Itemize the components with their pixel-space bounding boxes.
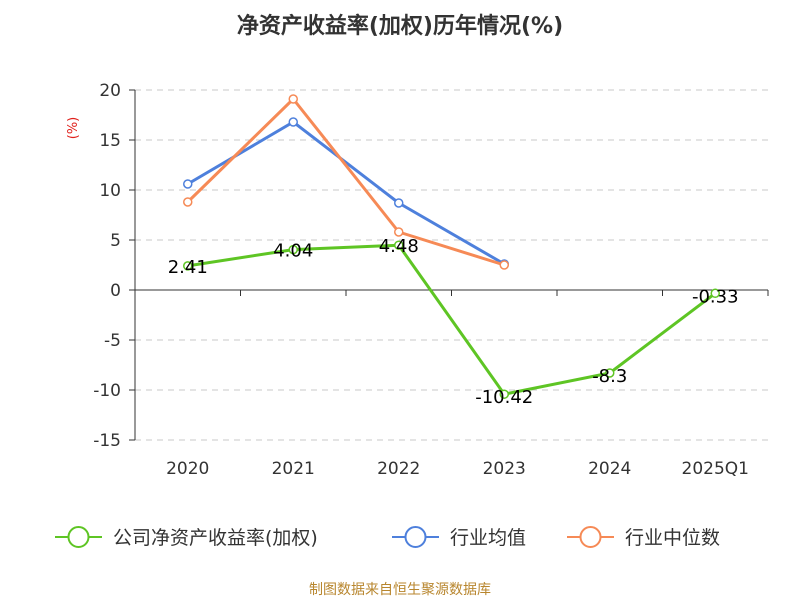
x-tick-label: 2023 (483, 459, 526, 479)
x-tick-label: 2021 (272, 459, 315, 479)
data-point (288, 94, 298, 104)
data-point (394, 227, 404, 237)
gridlines (135, 89, 768, 441)
chart-title: 净资产收益率(加权)历年情况(%) (237, 13, 563, 39)
axes: 20 15 10 5 0 -5 -10 -15 2020 2021 2022 2023 2024 2025… (93, 81, 769, 479)
y-tick-label: 15 (99, 131, 121, 151)
data-point (710, 288, 720, 299)
y-axis-label: (%) (66, 117, 81, 140)
legend-swatch-marker (67, 526, 90, 548)
legend-label: 公司净资产收益率(加权) (113, 527, 318, 549)
series-lines (183, 94, 720, 399)
data-label: -8.3 (592, 366, 627, 387)
data-point (288, 244, 298, 255)
data-point (605, 368, 615, 378)
series-line (187, 243, 717, 396)
data-point (288, 117, 298, 127)
x-tick-label: 2022 (377, 459, 420, 479)
data-label: 4.48 (379, 236, 419, 257)
data-point (499, 260, 509, 270)
y-tick-label: -5 (104, 331, 121, 351)
data-label: -10.42 (475, 387, 533, 408)
y-tick-label: -10 (93, 381, 121, 401)
x-tick-label: 2024 (588, 459, 631, 479)
y-tick-label: 0 (110, 281, 121, 301)
data-point (394, 198, 404, 208)
data-label: 2.41 (168, 257, 208, 278)
data-label: 4.04 (273, 241, 313, 262)
data-point (183, 197, 193, 207)
data-label: -0.33 (692, 286, 739, 307)
y-tick-label: 10 (99, 181, 121, 201)
footer-source: 制图数据来自恒生聚源数据库 (309, 582, 491, 598)
data-point (394, 240, 404, 250)
y-tick-label: 20 (99, 81, 121, 101)
data-point (183, 179, 193, 189)
data-labels: 2.41 4.04 4.48 -10.42 -8.3 -0.33 (168, 236, 739, 408)
series-line (186, 120, 506, 266)
series-line (186, 97, 505, 267)
y-tick-label: -15 (93, 431, 121, 451)
x-tick-label: 2020 (166, 459, 209, 479)
y-tick-label: 5 (110, 231, 121, 251)
data-point (183, 261, 193, 271)
legend-label: 行业中位数 (625, 527, 720, 549)
legend: 公司净资产收益率(加权) 行业均值 行业中位数 (55, 526, 720, 549)
x-tick-label: 2025Q1 (682, 459, 749, 479)
legend-swatch-marker (404, 526, 427, 548)
data-point (499, 389, 509, 399)
legend-label: 行业均值 (450, 527, 526, 549)
legend-swatch-marker (579, 526, 602, 548)
